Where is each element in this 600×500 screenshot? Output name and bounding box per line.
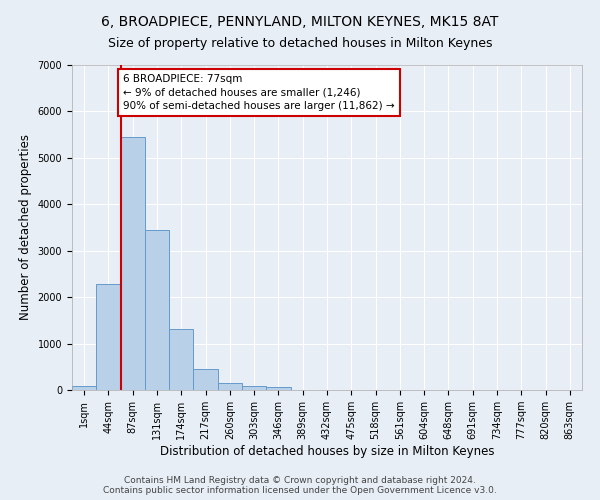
Bar (193, 368, 218, 390)
X-axis label: Distribution of detached houses by size in Milton Keynes: Distribution of detached houses by size … (160, 445, 494, 458)
Bar (121, 136, 145, 390)
Text: 6, BROADPIECE, PENNYLAND, MILTON KEYNES, MK15 8AT: 6, BROADPIECE, PENNYLAND, MILTON KEYNES,… (101, 15, 499, 29)
Bar (72, 386, 96, 390)
Bar (242, 386, 266, 390)
Bar (145, 230, 169, 390)
Y-axis label: Number of detached properties: Number of detached properties (19, 134, 32, 320)
Bar (169, 329, 193, 390)
Text: Size of property relative to detached houses in Milton Keynes: Size of property relative to detached ho… (108, 38, 492, 51)
Bar (96, 284, 121, 390)
Bar (266, 387, 290, 390)
Bar (218, 382, 242, 390)
Text: Contains HM Land Registry data © Crown copyright and database right 2024.
Contai: Contains HM Land Registry data © Crown c… (103, 476, 497, 495)
Text: 6 BROADPIECE: 77sqm
← 9% of detached houses are smaller (1,246)
90% of semi-deta: 6 BROADPIECE: 77sqm ← 9% of detached hou… (123, 74, 395, 110)
